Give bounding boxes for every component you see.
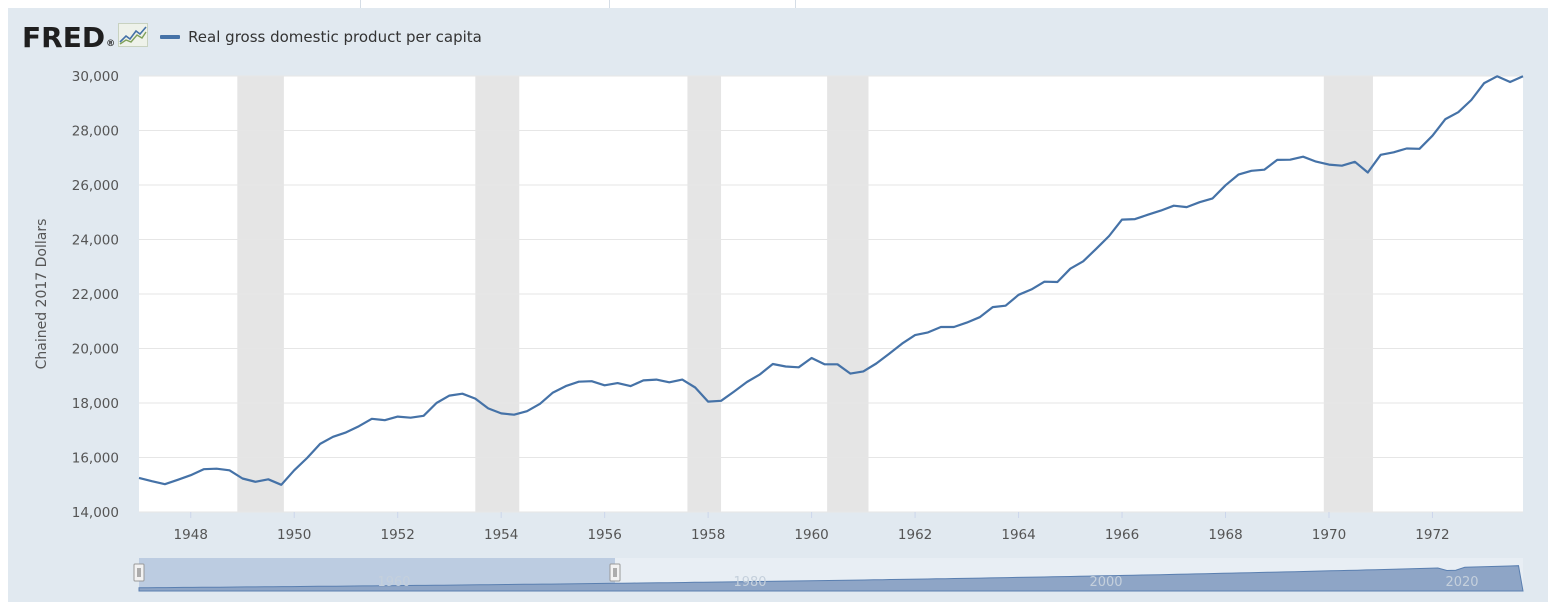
gridlines	[139, 75, 1523, 513]
x-tick-label: 1960	[794, 527, 828, 543]
line-chart-icon	[118, 21, 149, 54]
y-tick-label: 20,000	[72, 342, 119, 358]
y-tick-label: 18,000	[72, 396, 119, 412]
x-tick-label: 1956	[587, 527, 621, 543]
registered-mark: ®	[106, 39, 116, 49]
x-tick-label: 1968	[1208, 527, 1242, 543]
y-tick-label: 26,000	[72, 178, 119, 194]
x-tick-label: 1954	[484, 527, 518, 543]
x-tick-label: 1948	[174, 527, 208, 543]
x-tick-label: 1962	[898, 527, 932, 543]
fred-logo[interactable]: FRED ®	[22, 20, 149, 54]
top-strip-divider	[795, 0, 796, 8]
top-strip-divider	[609, 0, 610, 8]
x-tick-label: 1972	[1415, 527, 1449, 543]
legend[interactable]: Real gross domestic product per capita	[160, 28, 482, 46]
navigator-tick-label: 1960	[377, 575, 410, 590]
navigator-left-handle[interactable]	[133, 563, 145, 582]
navigator-series-area	[138, 565, 1524, 592]
series-line[interactable]	[138, 75, 1524, 486]
x-tick-label: 1950	[277, 527, 311, 543]
legend-swatch	[160, 35, 181, 39]
top-strip-divider	[360, 0, 361, 8]
y-tick-label: 22,000	[72, 287, 119, 303]
x-tick-label: 1970	[1312, 527, 1346, 543]
navigator-tick-label: 2000	[1089, 575, 1122, 590]
y-tick-label: 28,000	[72, 124, 119, 140]
navigator-tick-label: 2020	[1445, 575, 1478, 590]
y-tick-label: 24,000	[72, 233, 119, 249]
x-tick-label: 1966	[1105, 527, 1139, 543]
y-tick-label: 30,000	[72, 69, 119, 85]
fred-logo-text: FRED	[22, 20, 106, 54]
x-tick-label: 1958	[691, 527, 725, 543]
y-axis-title: Chained 2017 Dollars	[34, 219, 50, 370]
chart-header: FRED ® Real gross domestic product per c…	[22, 20, 482, 54]
x-tick-label: 1952	[381, 527, 415, 543]
navigator-tick-label: 1980	[733, 575, 766, 590]
x-tick-label: 1964	[1001, 527, 1035, 543]
legend-label: Real gross domestic product per capita	[188, 28, 482, 46]
x-axis-ticks: 1948 1950 1952 1954 1956 1958 1960 1962 1964 1966…	[174, 512, 1450, 543]
navigator-right-handle[interactable]	[609, 563, 621, 582]
y-tick-label: 16,000	[72, 451, 119, 467]
y-tick-label: 14,000	[72, 505, 119, 521]
navigator[interactable]: 1960 1980 2000 2020	[133, 558, 1524, 592]
y-axis-ticks: 14,000 16,000 18,000 20,000 22,000 24,000 26,0…	[72, 69, 119, 521]
top-strip	[0, 0, 1555, 8]
